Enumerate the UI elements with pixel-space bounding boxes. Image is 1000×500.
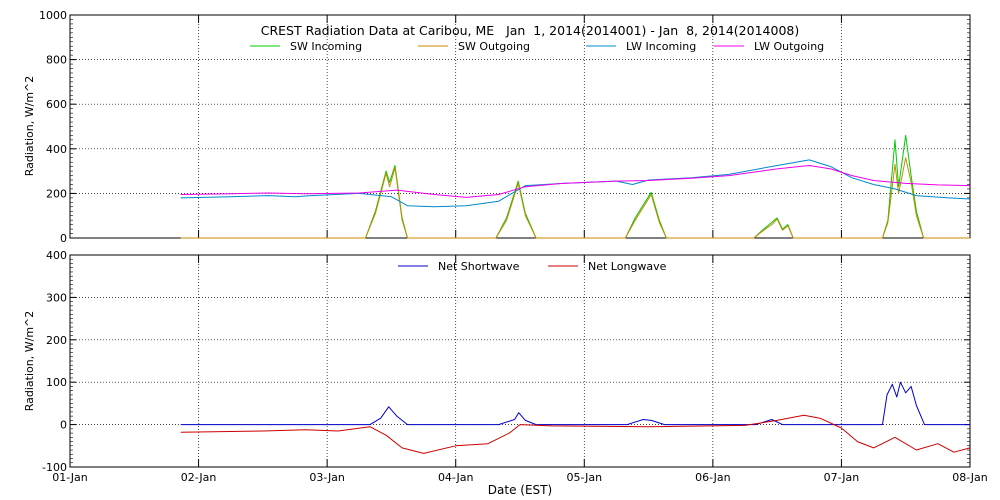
top-y-axis-label: Radiation, W/m^2 [23, 76, 36, 177]
legend-label: LW Outgoing [754, 40, 824, 53]
series-line-net-shortwave [180, 381, 970, 426]
bottom-y-tick-label: 0 [60, 419, 67, 432]
x-tick-label: 06-Jan [695, 471, 731, 484]
top-y-tick-label: 200 [46, 187, 67, 200]
x-tick-label: 03-Jan [309, 471, 345, 484]
bottom-y-tick-label: 100 [46, 376, 67, 389]
top-y-tick-label: 1000 [39, 9, 67, 22]
x-tick-label: 04-Jan [438, 471, 474, 484]
legend-label: LW Incoming [626, 40, 696, 53]
x-tick-label: 02-Jan [181, 471, 217, 484]
top-y-tick-label: 800 [46, 54, 67, 67]
legend-label: Net Shortwave [438, 260, 520, 273]
top-series [180, 134, 971, 239]
x-tick-label: 05-Jan [567, 471, 603, 484]
panel-bottom: -100 0 100 200 300 400 01-Jan 02-Jan 03-Jan 04-Ja… [23, 249, 988, 497]
top-ticks: 0 200 400 600 800 1000 [39, 9, 971, 245]
legend-label: Net Longwave [588, 260, 667, 273]
series-line-sw-outgoing [180, 157, 970, 239]
bottom-y-tick-label: 400 [46, 249, 67, 262]
x-tick-label: 07-Jan [824, 471, 860, 484]
chart-title: CREST Radiation Data at Caribou, ME Jan … [261, 23, 799, 38]
panel-top: 0 200 400 600 800 1000 CREST Radiation Data a… [23, 9, 971, 245]
top-y-tick-label: 400 [46, 143, 67, 156]
series-line-net-longwave [180, 414, 971, 454]
panel-bottom-frame [69, 254, 971, 468]
top-grid [70, 15, 970, 238]
x-tick-label: 08-Jan [952, 471, 988, 484]
legend-label: SW Incoming [290, 40, 362, 53]
bottom-y-tick-label: -100 [42, 461, 67, 474]
series-line-lw-outgoing [180, 165, 971, 198]
x-axis-label: Date (EST) [488, 483, 552, 497]
top-y-tick-label: 600 [46, 98, 67, 111]
bottom-y-tick-label: 300 [46, 291, 67, 304]
top-legend: SW Incoming SW Outgoing LW Incoming LW Outg… [250, 40, 824, 53]
bottom-y-axis-label: Radiation, W/m^2 [23, 311, 36, 412]
bottom-ticks: -100 0 100 200 300 400 01-Jan 02-Jan 03-Jan 04-Ja… [42, 249, 988, 484]
x-tick-label: 01-Jan [52, 471, 88, 484]
bottom-y-tick-label: 200 [46, 334, 67, 347]
bottom-grid [70, 255, 970, 467]
bottom-series [180, 381, 971, 454]
legend-label: SW Outgoing [458, 40, 530, 53]
series-line-sw-incoming [180, 134, 970, 239]
bottom-legend: Net Shortwave Net Longwave [398, 260, 667, 273]
top-y-tick-label: 0 [60, 232, 67, 245]
